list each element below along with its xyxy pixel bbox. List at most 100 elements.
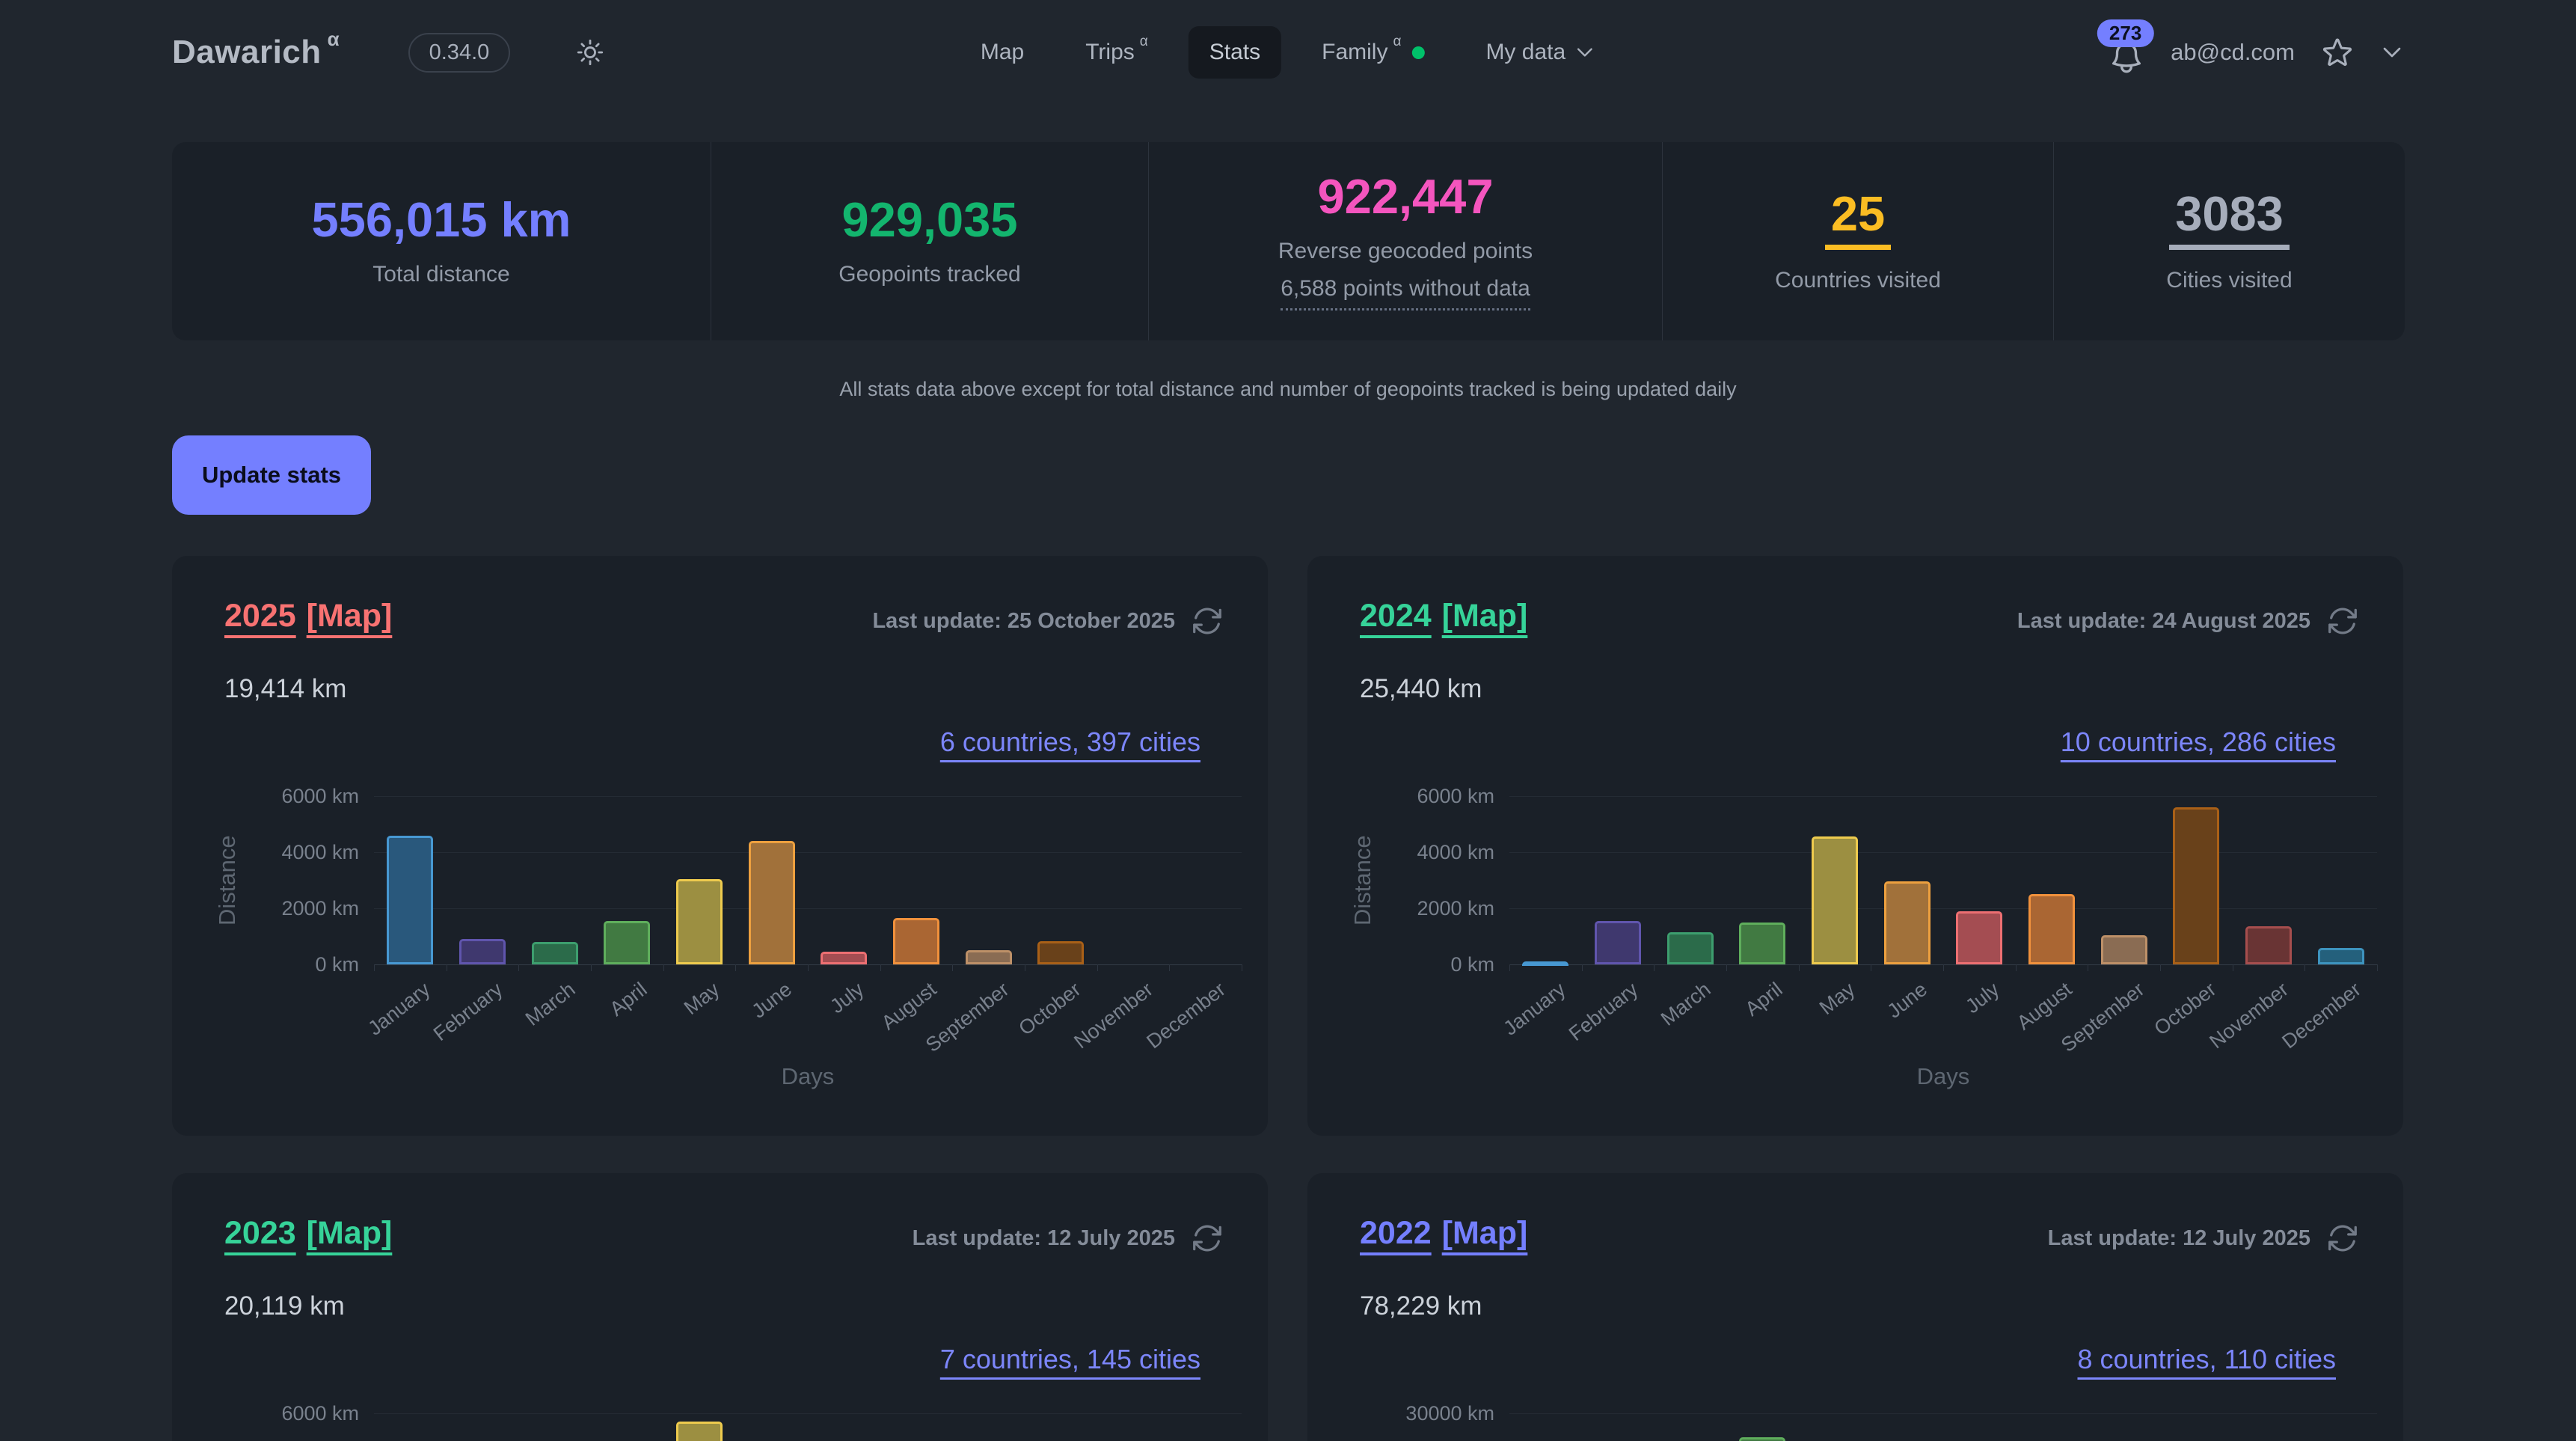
bar-december[interactable] <box>2317 947 2364 964</box>
year-link[interactable]: 2024 <box>1360 598 1432 634</box>
bar-august[interactable] <box>893 918 939 964</box>
x-tick-label: December <box>2278 978 2366 1053</box>
x-tick-mark <box>1097 964 1098 971</box>
y-axis-title: Distance <box>1349 835 1376 926</box>
update-stats-button[interactable]: Update stats <box>172 435 371 515</box>
bar-september[interactable] <box>2100 934 2147 964</box>
nav-link-map[interactable]: Map <box>960 26 1045 79</box>
gridline <box>374 796 1242 797</box>
y-tick-label: 2000 km <box>281 897 359 920</box>
x-tick-label: July <box>1961 978 2004 1018</box>
gridline <box>1509 908 2377 909</box>
bar-may[interactable] <box>676 878 723 964</box>
nav-link-stats[interactable]: Stats <box>1188 26 1282 79</box>
bar-august[interactable] <box>2028 894 2075 965</box>
gridline <box>1509 852 2377 853</box>
bar-january[interactable] <box>387 835 434 964</box>
nav-label: My data <box>1485 40 1566 64</box>
x-tick-mark <box>808 964 809 971</box>
bar-april[interactable] <box>1739 922 1786 965</box>
year-link[interactable]: 2023 <box>224 1215 296 1251</box>
stat-reverse-geocoded: 922,447 Reverse geocoded points 6,588 po… <box>1148 142 1662 340</box>
nav-link-trips[interactable]: Trips α <box>1064 26 1169 79</box>
bar-october[interactable] <box>1037 941 1085 965</box>
star-icon[interactable] <box>2320 35 2355 70</box>
year-title: 2024 [Map] <box>1360 598 1527 634</box>
bar-april[interactable] <box>1739 1437 1786 1441</box>
refresh-icon[interactable] <box>2325 1221 2360 1255</box>
bar-april[interactable] <box>604 920 651 964</box>
sun-icon <box>577 39 604 66</box>
y-tick-label: 4000 km <box>281 841 359 863</box>
x-tick-label: January <box>1499 978 1570 1040</box>
bar-february[interactable] <box>1595 920 1641 964</box>
refresh-icon[interactable] <box>2325 604 2360 638</box>
user-email: ab@cd.com <box>2171 39 2295 65</box>
x-tick-mark <box>663 964 664 971</box>
card-header: 2024 [Map] Last update: 24 August 2025 <box>1360 598 2360 638</box>
x-tick-mark <box>1654 964 1655 971</box>
nav-label: Stats <box>1209 40 1261 64</box>
bar-june[interactable] <box>1883 881 1931 964</box>
year-title: 2022 [Map] <box>1360 1215 1527 1252</box>
nav-link-family[interactable]: Family α <box>1301 26 1445 79</box>
bar-september[interactable] <box>965 950 1012 965</box>
year-title: 2025 [Map] <box>224 598 392 634</box>
stat-value: 556,015 km <box>311 192 571 247</box>
bar-july[interactable] <box>821 952 868 964</box>
x-tick-mark <box>2015 964 2017 971</box>
x-tick-mark <box>518 964 520 971</box>
countries-cities-link[interactable]: 8 countries, 110 cities <box>2077 1344 2336 1374</box>
gridline <box>1509 1413 2377 1414</box>
user-menu-chevron-icon[interactable] <box>2380 40 2404 64</box>
navbar-right: 273 ab@cd.com <box>2097 19 2404 76</box>
bar-may[interactable] <box>1812 836 1858 964</box>
map-link[interactable]: [Map] <box>306 598 393 634</box>
version-badge: 0.34.0 <box>408 32 511 73</box>
brand[interactable]: Dawarich α <box>172 28 340 71</box>
x-tick-label: July <box>826 978 868 1018</box>
points-without-data-link[interactable]: 6,588 points without data <box>1281 276 1530 310</box>
countries-visited-link[interactable]: 25 <box>1824 189 1892 250</box>
card-header: 2025 [Map] Last update: 25 October 2025 <box>224 598 1224 638</box>
stat-label: Countries visited <box>1775 268 1941 293</box>
family-online-dot <box>1411 46 1425 59</box>
year-distance: 19,414 km <box>224 674 347 703</box>
bar-february[interactable] <box>459 939 506 965</box>
stat-total-distance: 556,015 km Total distance <box>172 142 711 340</box>
countries-cities-link[interactable]: 7 countries, 145 cities <box>939 1344 1200 1374</box>
refresh-icon[interactable] <box>1190 604 1224 638</box>
year-card-2025: 2025 [Map] Last update: 25 October 2025 … <box>172 556 1268 1136</box>
cities-visited-link[interactable]: 3083 <box>2169 189 2290 250</box>
year-title: 2023 [Map] <box>224 1215 392 1252</box>
x-tick-mark <box>1509 964 1510 971</box>
countries-cities-link[interactable]: 6 countries, 397 cities <box>939 726 1200 757</box>
bar-november[interactable] <box>2245 926 2292 964</box>
y-tick-label: 2000 km <box>1417 897 1494 920</box>
year-link[interactable]: 2022 <box>1360 1215 1432 1251</box>
bar-may[interactable] <box>676 1422 723 1441</box>
nav-link-my-data[interactable]: My data <box>1465 26 1616 79</box>
bar-march[interactable] <box>531 942 578 964</box>
bar-march[interactable] <box>1666 931 1714 964</box>
refresh-icon[interactable] <box>1190 1221 1224 1255</box>
x-tick-label: November <box>1070 978 1158 1053</box>
x-tick-label: November <box>2205 978 2293 1053</box>
last-update-text: Last update: 12 July 2025 <box>912 1226 1175 1250</box>
gridline <box>374 908 1242 909</box>
map-link[interactable]: [Map] <box>306 1215 393 1251</box>
year-link[interactable]: 2025 <box>224 598 296 634</box>
countries-cities-link[interactable]: 10 countries, 286 cities <box>2060 726 2336 757</box>
bar-january[interactable] <box>1522 961 1569 966</box>
x-tick-label: August <box>877 978 941 1035</box>
bar-october[interactable] <box>2173 807 2220 964</box>
last-update-text: Last update: 25 October 2025 <box>872 608 1175 633</box>
bar-june[interactable] <box>748 841 795 964</box>
map-link[interactable]: [Map] <box>1441 598 1528 634</box>
distance-bar-chart: Distance 0 km 2000 km 4000 km 6000 km January… <box>172 780 1268 1136</box>
bar-july[interactable] <box>1956 911 2003 965</box>
theme-toggle[interactable] <box>574 37 606 68</box>
notifications-button[interactable]: 273 <box>2097 19 2154 76</box>
map-link[interactable]: [Map] <box>1441 1215 1528 1251</box>
